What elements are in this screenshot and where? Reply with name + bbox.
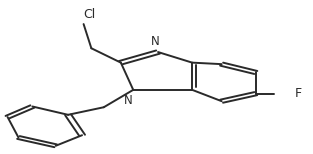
Text: F: F <box>295 87 302 100</box>
Text: Cl: Cl <box>84 8 96 21</box>
Text: N: N <box>124 94 133 107</box>
Text: N: N <box>151 35 159 48</box>
